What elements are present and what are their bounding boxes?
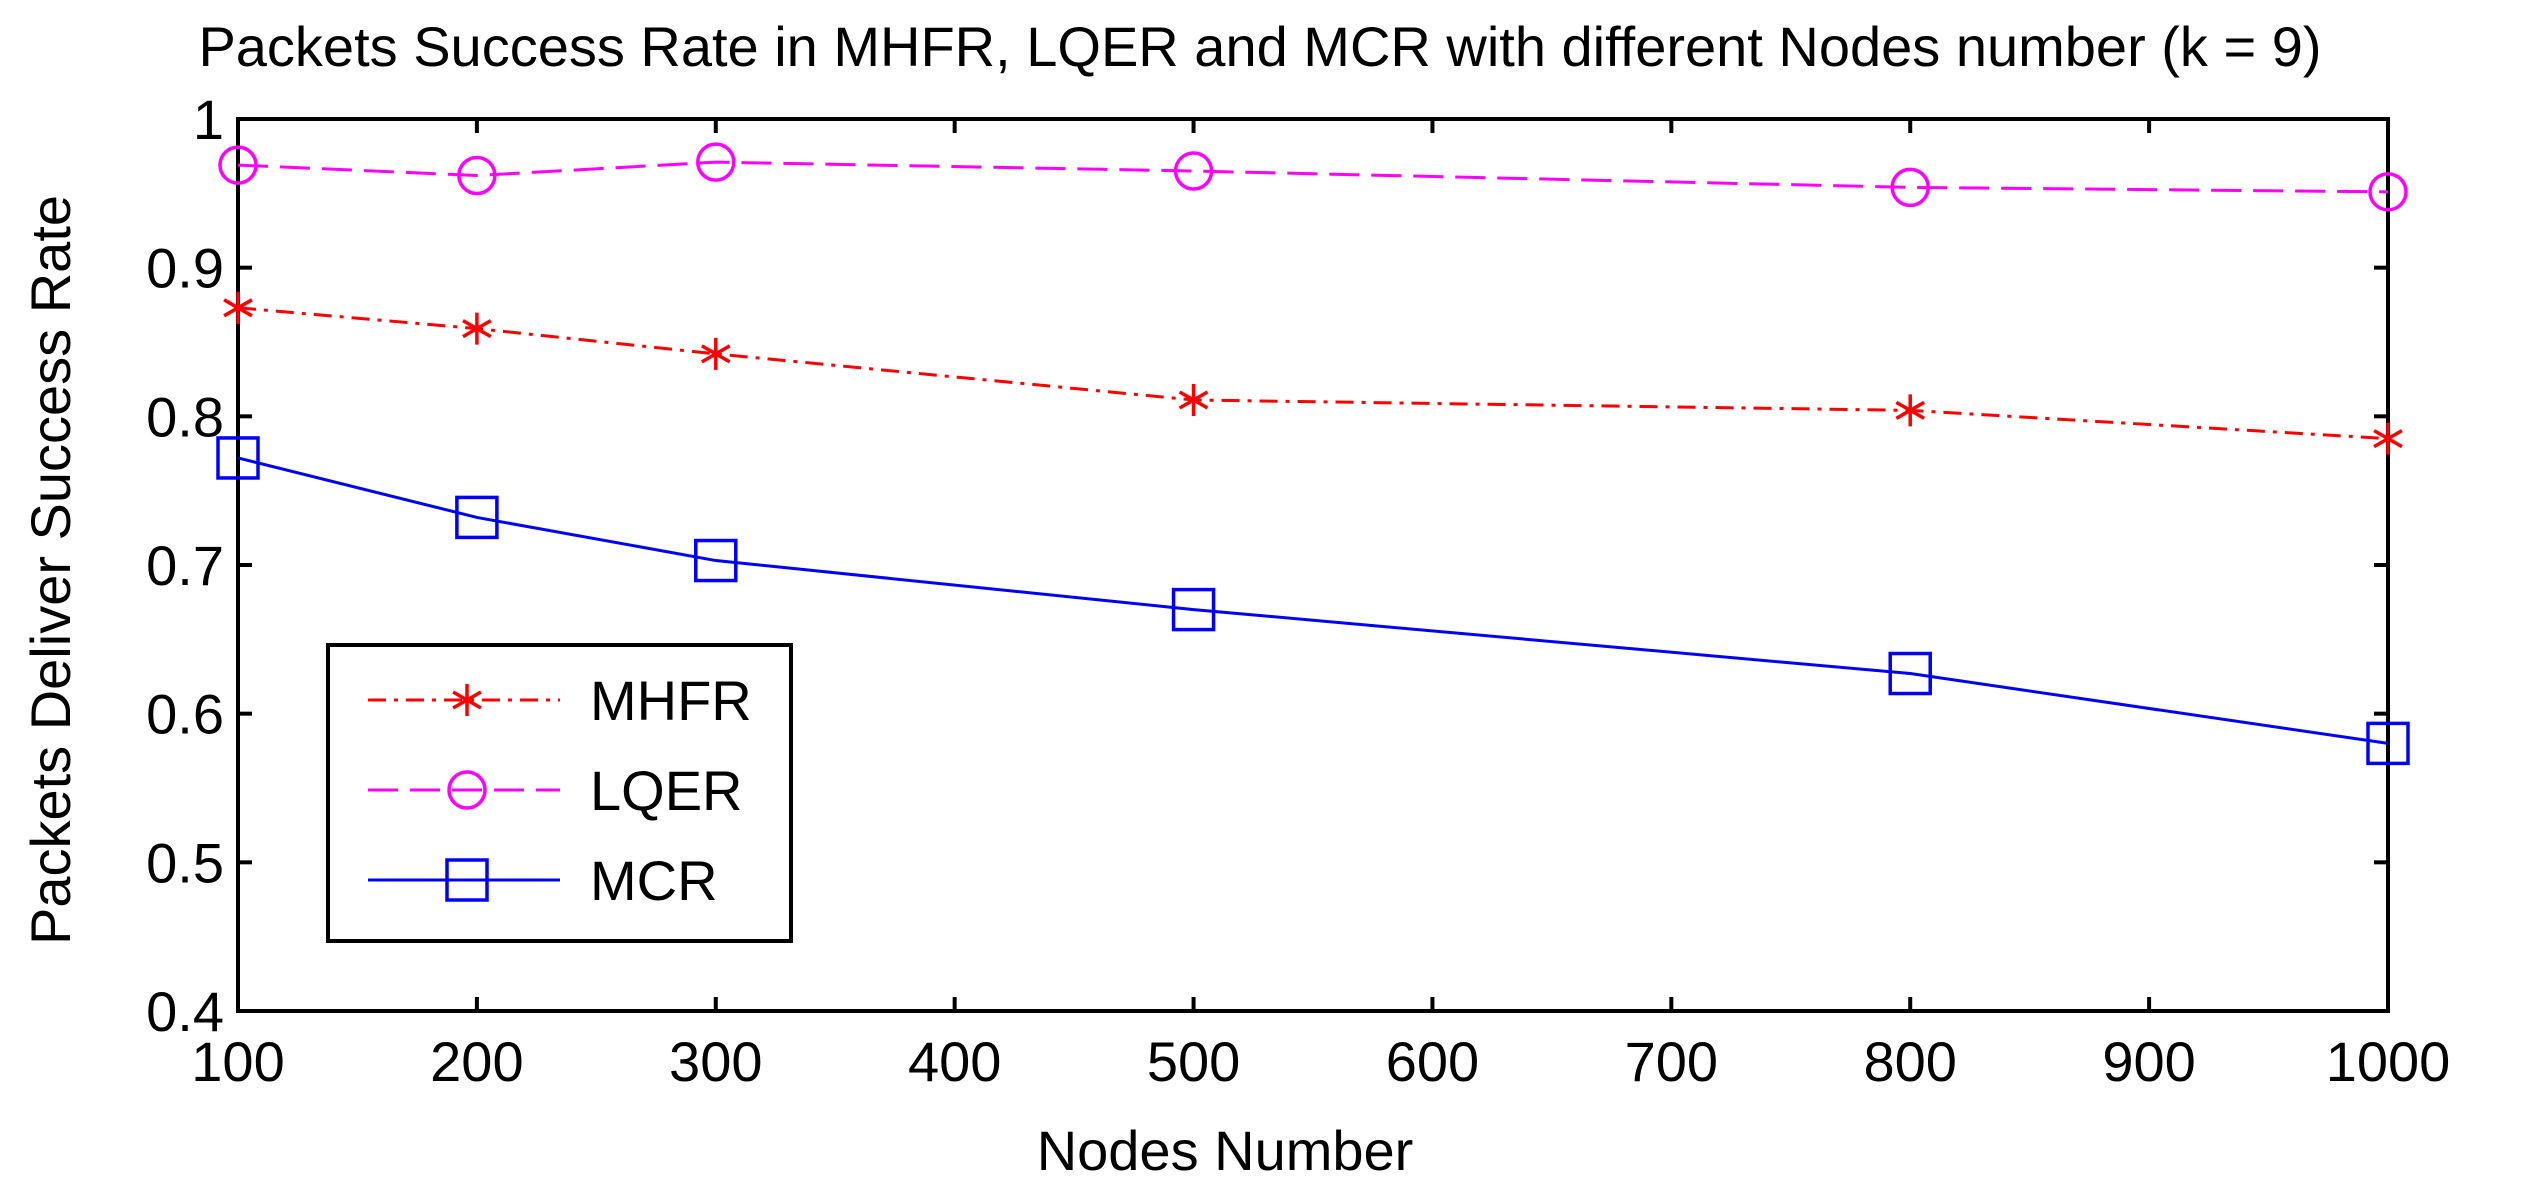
- axis-ticks: 100 200 300 400 500 600 700 800 900 1000 0.4 0.5 0.6…: [146, 88, 2450, 1093]
- data-point-lqer: [457, 155, 497, 196]
- x-tick-label: 1000: [2326, 1030, 2451, 1093]
- data-point-mhfr: [2373, 422, 2403, 455]
- x-tick-label: 900: [2102, 1030, 2195, 1093]
- data-point-mhfr: [223, 291, 253, 324]
- data-point-mhfr: [700, 337, 731, 370]
- series-mhfr: [223, 291, 2403, 455]
- legend-label-mhfr: MHFR: [590, 669, 752, 732]
- y-tick-label: 0.8: [146, 385, 224, 448]
- x-tick-label: 600: [1386, 1030, 1479, 1093]
- x-tick-label: 500: [1147, 1030, 1240, 1093]
- data-point-mcr: [1888, 651, 1932, 696]
- legend-box: [326, 643, 793, 943]
- x-tick-label: 200: [430, 1030, 523, 1093]
- x-axis-label: Nodes Number: [1037, 1119, 1414, 1182]
- series-line-mcr: [237, 456, 2389, 745]
- series-line-mhfr: [237, 306, 2389, 441]
- data-point-lqer: [696, 142, 736, 182]
- legend-marker-mcr: [445, 858, 489, 902]
- y-tick-label: 0.5: [146, 831, 224, 894]
- y-tick-label: 0.7: [146, 534, 224, 597]
- legend-entry-mhfr: MHFR: [368, 669, 752, 732]
- y-tick-label: 0.4: [146, 980, 224, 1043]
- data-point-mhfr: [462, 312, 492, 345]
- legend-entry-mcr: MCR: [368, 849, 718, 912]
- y-tick-label: 0.6: [146, 683, 224, 746]
- data-point-mcr: [1171, 587, 1216, 632]
- x-tick-label: 400: [908, 1030, 1001, 1093]
- x-tick-label: 100: [191, 1030, 284, 1093]
- legend-label-mcr: MCR: [590, 849, 718, 912]
- data-point-mcr: [455, 495, 499, 540]
- data-point-lqer: [218, 145, 258, 185]
- legend-label-lqer: LQER: [590, 759, 743, 822]
- data-point-lqer: [2368, 172, 2408, 212]
- data-point-lqer: [1890, 167, 1930, 208]
- data-point-mcr: [694, 538, 738, 583]
- legend-marker-mhfr: [452, 684, 482, 716]
- y-tick-label: 1: [193, 88, 224, 151]
- x-tick-label: 800: [1864, 1030, 1957, 1093]
- x-tick-label: 300: [669, 1030, 762, 1093]
- legend: MHFR LQER MCR: [326, 643, 793, 943]
- series-line-lqer: [237, 160, 2389, 194]
- series-layer: [216, 142, 2410, 766]
- y-tick-label: 0.9: [146, 237, 224, 300]
- y-axis-label: Packets Deliver Success Rate: [19, 195, 82, 945]
- series-mcr: [216, 436, 2410, 766]
- data-point-mcr: [2366, 721, 2410, 766]
- data-point-mhfr: [1895, 394, 1926, 427]
- x-tick-label: 700: [1625, 1030, 1718, 1093]
- data-point-mhfr: [1178, 383, 1209, 416]
- data-point-lqer: [1173, 151, 1214, 191]
- data-point-mcr: [216, 436, 260, 480]
- series-lqer: [218, 142, 2408, 212]
- legend-entry-lqer: LQER: [368, 759, 743, 822]
- legend-marker-lqer: [447, 770, 487, 810]
- chart-title: Packets Success Rate in MHFR, LQER and M…: [198, 15, 2321, 78]
